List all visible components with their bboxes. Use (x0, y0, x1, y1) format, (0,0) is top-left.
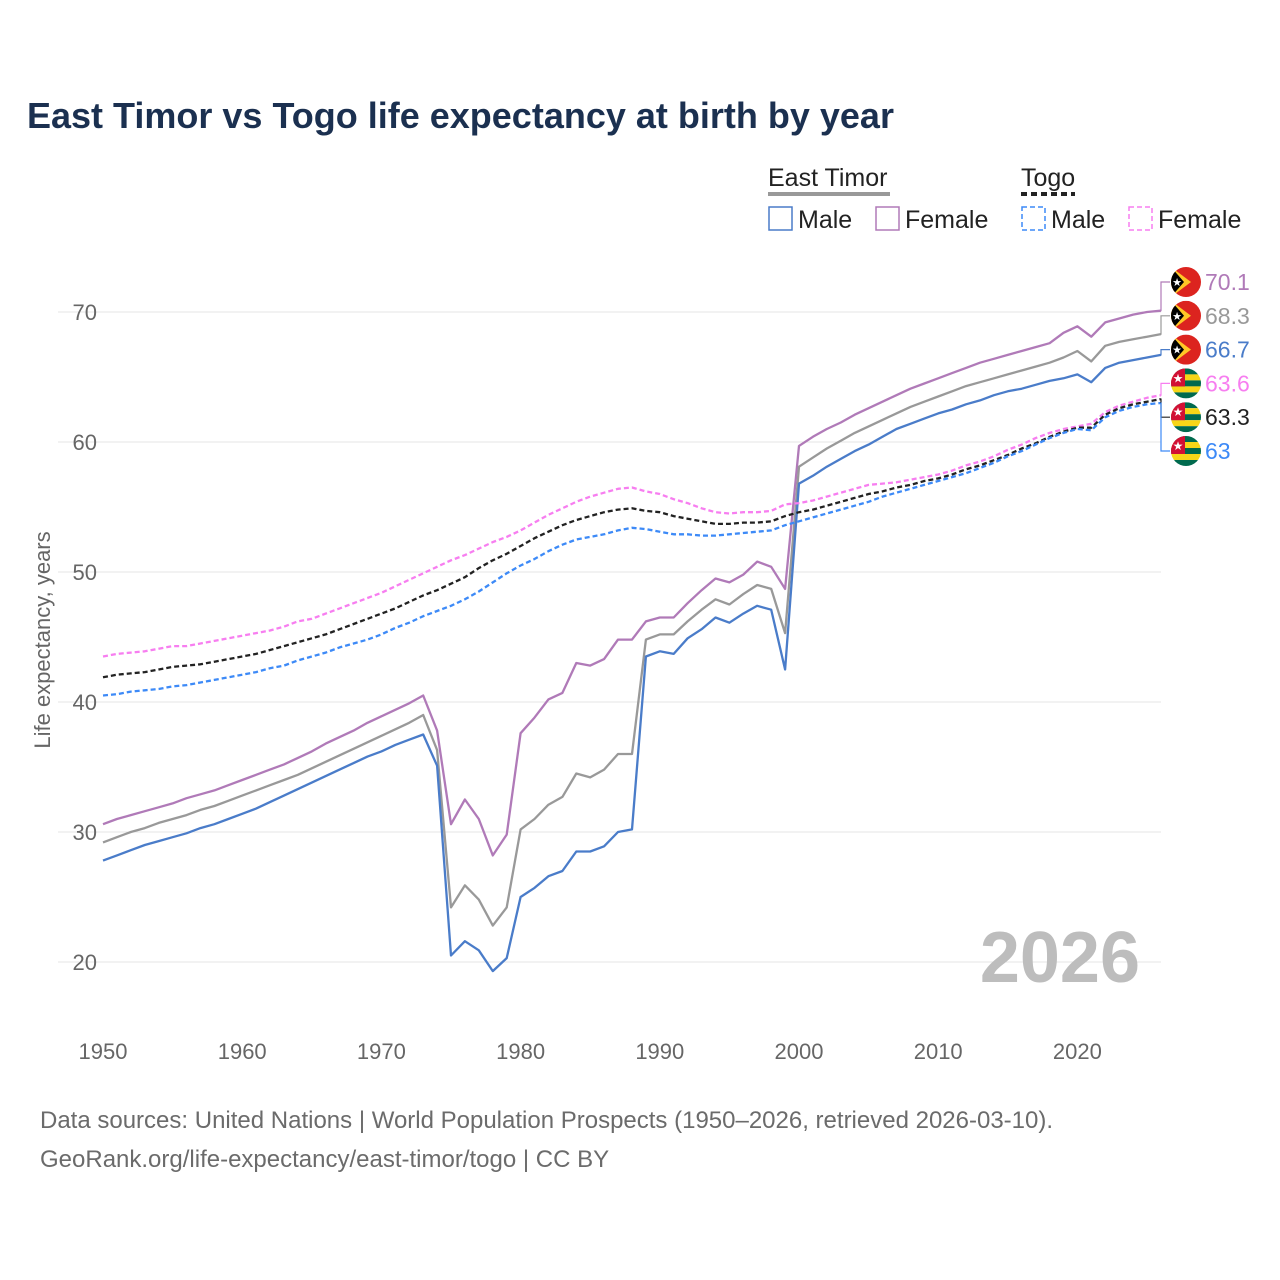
x-tick-label: 1990 (635, 1039, 684, 1064)
y-tick-label: 20 (73, 950, 97, 975)
svg-text:★: ★ (1172, 277, 1182, 289)
label-connector (1160, 349, 1170, 356)
east-timor-flag-icon: ★ (1171, 334, 1201, 365)
legend-swatch-male (1021, 206, 1046, 231)
label-connector (1160, 315, 1170, 335)
legend-swatch-male (768, 206, 793, 231)
x-tick-label: 2000 (775, 1039, 824, 1064)
x-tick-label: 2010 (914, 1039, 963, 1064)
series-line-east-timor-total (102, 332, 1162, 927)
svg-text:★: ★ (1172, 311, 1182, 323)
series-line-togo-female (102, 394, 1162, 658)
svg-text:★: ★ (1173, 439, 1184, 453)
east-timor-flag-icon: ★ (1171, 300, 1201, 331)
legend-item-label: Female (905, 206, 988, 234)
svg-text:★: ★ (1173, 371, 1184, 385)
togo-flag-icon: ★ (1171, 368, 1201, 399)
legend-item-label: Male (1051, 206, 1105, 234)
legend-swatch-female (875, 206, 900, 231)
x-tick-label: 1970 (357, 1039, 406, 1064)
series-line-east-timor-female (102, 309, 1162, 857)
end-value-label: 68.3 (1205, 303, 1250, 329)
togo-flag-icon: ★ (1171, 402, 1201, 433)
legend-country-label: East Timor (768, 164, 887, 192)
series-line-togo-male (102, 401, 1162, 697)
x-tick-label: 1980 (496, 1039, 545, 1064)
svg-text:★: ★ (1173, 405, 1184, 419)
label-connector (1160, 402, 1170, 452)
label-connector (1160, 398, 1170, 418)
y-tick-label: 70 (73, 300, 97, 325)
legend-country-label: Togo (1021, 164, 1075, 192)
series-line-togo-total (102, 397, 1162, 679)
togo-flag-icon: ★ (1171, 436, 1201, 466)
x-tick-label: 2020 (1053, 1039, 1102, 1064)
east-timor-flag-icon: ★ (1171, 267, 1201, 297)
y-tick-label: 40 (73, 690, 97, 715)
legend-swatch-female (1128, 206, 1153, 231)
end-value-label: 63.3 (1205, 404, 1250, 430)
legend-item-label: Female (1158, 206, 1241, 234)
footer-link[interactable]: GeoRank.org/life-expectancy/east-timor/t… (40, 1146, 610, 1173)
legend-item-label: Male (798, 206, 852, 234)
end-value-label: 66.7 (1205, 337, 1250, 363)
y-tick-label: 60 (73, 430, 97, 455)
x-tick-label: 1950 (79, 1039, 128, 1064)
end-value-label: 70.1 (1205, 269, 1250, 295)
y-tick-label: 50 (73, 560, 97, 585)
label-connector (1160, 382, 1170, 396)
year-watermark: 2026 (980, 918, 1140, 998)
svg-text:★: ★ (1172, 345, 1182, 357)
end-value-label: 63 (1205, 438, 1231, 464)
end-value-label: 63.6 (1205, 370, 1250, 396)
y-axis-label: Life expectancy, years (30, 531, 55, 748)
footer-sources: Data sources: United Nations | World Pop… (40, 1107, 1054, 1134)
series-line-east-timor-male (102, 353, 1162, 973)
label-connector (1160, 281, 1170, 312)
chart-title: East Timor vs Togo life expectancy at bi… (27, 95, 894, 136)
y-tick-label: 30 (73, 820, 97, 845)
x-tick-label: 1960 (218, 1039, 267, 1064)
